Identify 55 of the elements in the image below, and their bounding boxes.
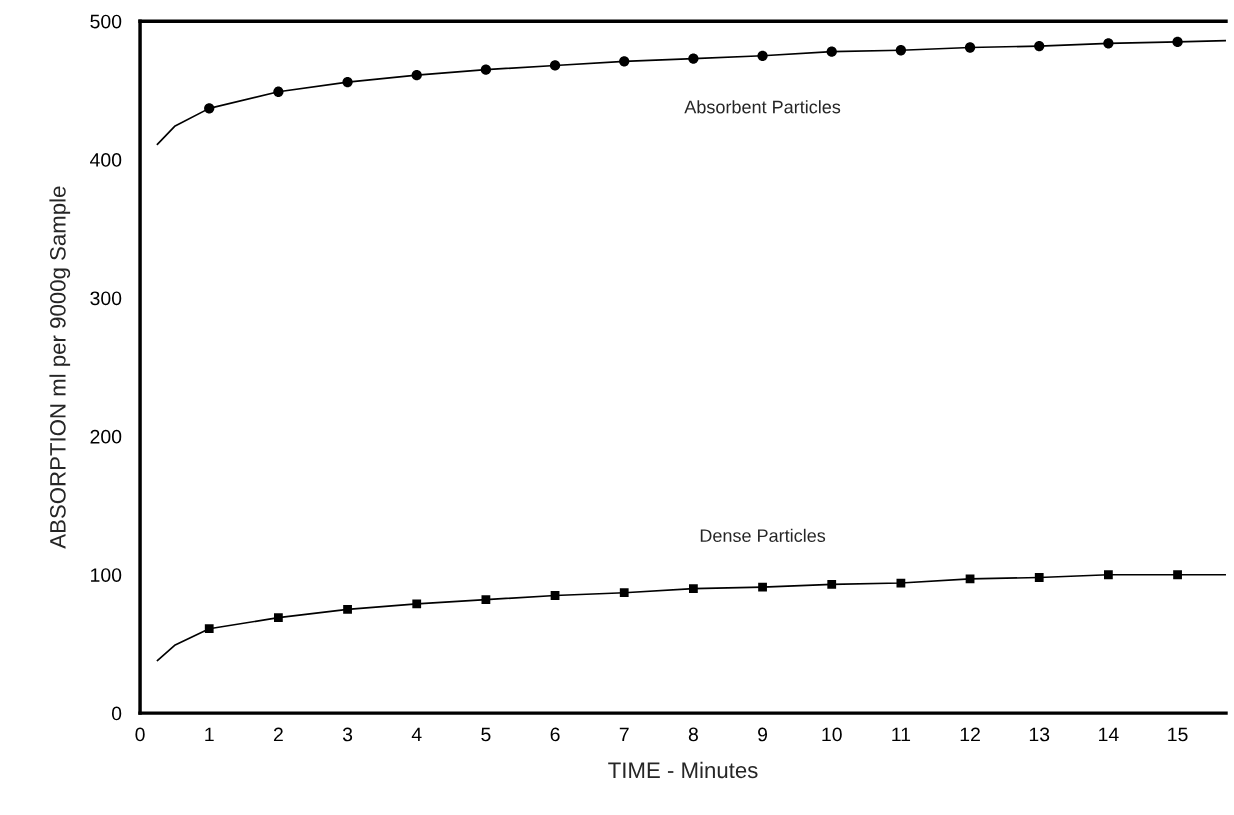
point	[411, 70, 422, 81]
point	[619, 56, 630, 67]
point	[619, 588, 629, 598]
x-tick-label: 7	[619, 727, 629, 742]
point	[1034, 40, 1045, 52]
point	[342, 76, 353, 88]
x-tick-label: 3	[342, 727, 353, 742]
point	[757, 50, 768, 61]
point	[549, 60, 561, 71]
x-tick-label: 10	[822, 727, 842, 742]
x-tick-label: 15	[1168, 727, 1188, 742]
point	[964, 42, 976, 53]
x-tick-label: 14	[1099, 727, 1119, 742]
x-axis-title: TIME - Minutes	[608, 761, 758, 779]
point	[827, 580, 837, 589]
point	[965, 574, 975, 584]
x-tick-label: 8	[688, 727, 698, 742]
y-tick-label: 500	[90, 14, 122, 29]
point	[274, 613, 283, 623]
x-tick-label: 13	[1029, 727, 1050, 742]
point	[204, 103, 215, 114]
point	[1172, 36, 1183, 48]
point	[688, 53, 699, 64]
x-tick-label: 6	[550, 727, 560, 742]
point	[1104, 570, 1113, 580]
y-tick-label: 100	[91, 568, 122, 582]
point	[1173, 570, 1182, 580]
y-tick-label: 300	[90, 291, 122, 306]
point	[1103, 38, 1114, 49]
point	[895, 45, 907, 56]
x-tick-label: 2	[273, 727, 283, 742]
x-tick-label: 5	[481, 727, 491, 742]
point	[343, 604, 352, 614]
y-axis-title: ABSORPTION ml per 9000g Sample	[49, 186, 71, 549]
y-tick-label: 400	[90, 153, 122, 167]
point	[758, 582, 767, 592]
y-tick-label: 0	[111, 706, 122, 721]
x-tick-label: 12	[960, 727, 980, 742]
x-tick-label: 4	[411, 727, 422, 742]
point	[204, 624, 214, 634]
text: Absorbent Particles	[684, 100, 841, 114]
y-tick-label: 200	[90, 429, 122, 444]
point	[1034, 573, 1044, 582]
x-tick-label: 1	[205, 727, 214, 742]
point	[481, 595, 491, 605]
x-tick-label: 0	[135, 727, 145, 742]
point	[826, 46, 837, 57]
x-tick-label: 11	[892, 727, 911, 742]
point	[412, 599, 422, 609]
point	[689, 584, 698, 593]
x-tick-label: 9	[758, 727, 768, 742]
point	[273, 86, 284, 97]
text: Dense Particles	[700, 528, 826, 543]
point	[480, 64, 492, 75]
point	[550, 591, 560, 600]
